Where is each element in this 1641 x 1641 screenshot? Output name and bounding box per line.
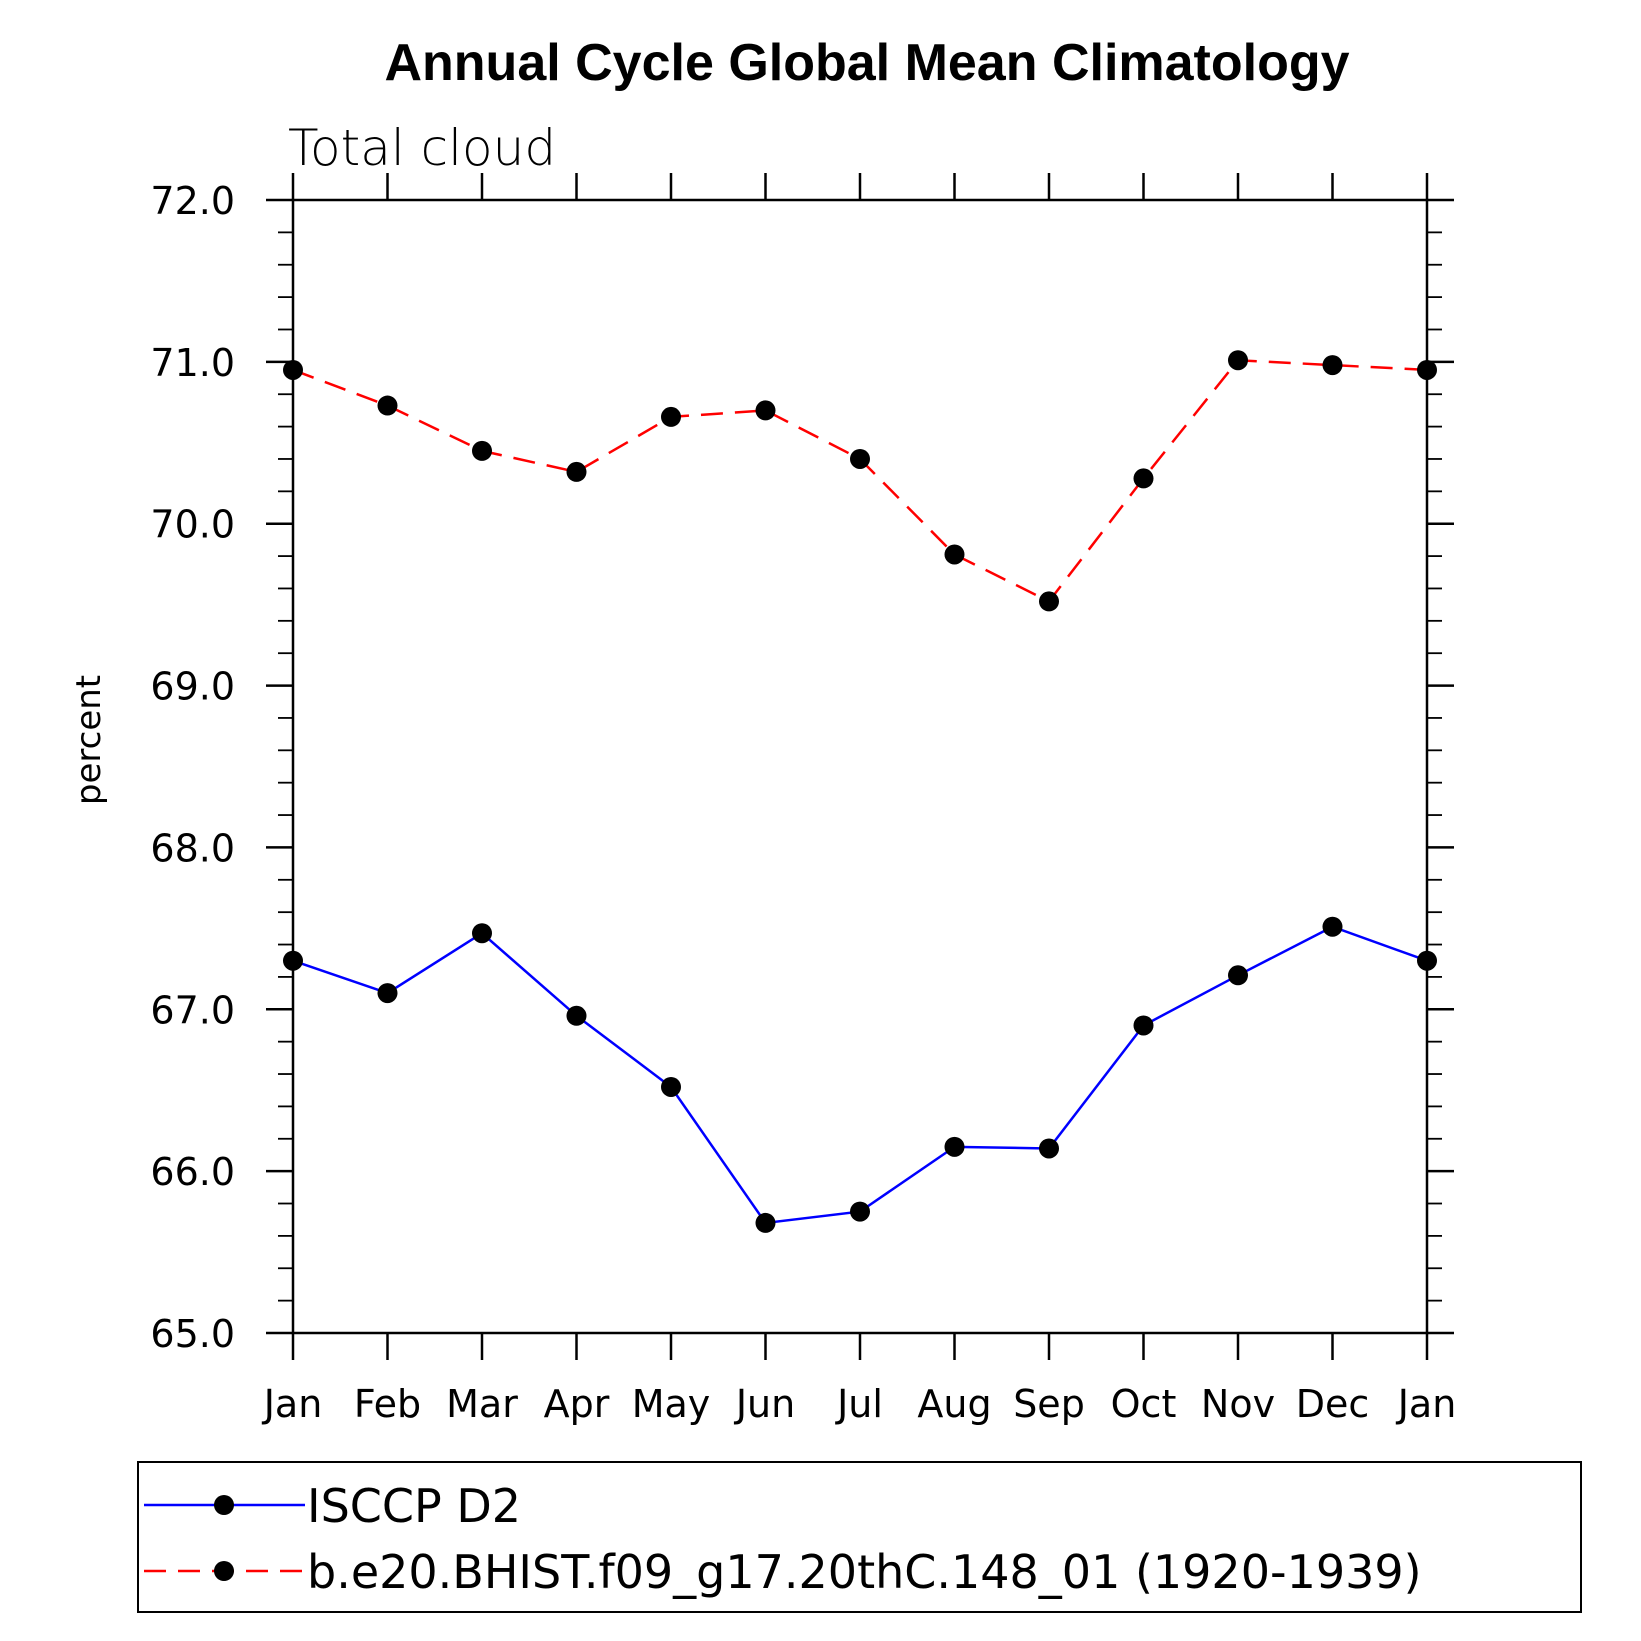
data-point [1133, 468, 1154, 489]
x-tick-label: Apr [544, 1382, 610, 1426]
y-tick-label: 67.0 [150, 988, 235, 1032]
data-point [283, 950, 303, 971]
x-tick-label: Jul [835, 1382, 883, 1426]
chart-subtitle: Total cloud [288, 119, 556, 177]
x-tick-label: Jan [262, 1382, 323, 1426]
data-point [1228, 965, 1248, 986]
x-tick-label: Jan [1396, 1382, 1457, 1426]
legend: ISCCP D2 b.e20.BHIST.f09_g17.20thC.148_01… [137, 1461, 1582, 1613]
data-point [283, 359, 303, 380]
data-point [472, 923, 492, 944]
y-tick-label: 71.0 [150, 341, 235, 385]
series-line [292, 358, 1428, 603]
y-tick-label: 70.0 [150, 503, 235, 547]
legend-label: b.e20.BHIST.f09_g17.20thC.148_01 (1920-1… [307, 1545, 1422, 1599]
x-tick-label: Mar [446, 1382, 518, 1426]
x-tick-label: Jun [734, 1382, 795, 1426]
legend-box [137, 1461, 1582, 1613]
y-tick-label: 65.0 [150, 1312, 235, 1356]
data-point [1417, 359, 1437, 380]
x-tick-label: May [632, 1382, 711, 1426]
y-tick-labels: 65.0 66.0 67.0 68.0 69.0 70.0 71.0 72.0 [150, 179, 235, 1356]
x-tick-label: Dec [1296, 1382, 1370, 1426]
y-tick-label: 72.0 [150, 179, 235, 223]
data-point [566, 1005, 587, 1026]
y-tick-label: 68.0 [150, 826, 235, 870]
data-point [755, 1212, 776, 1233]
data-point [1039, 1138, 1059, 1159]
x-tick-label: Sep [1013, 1382, 1085, 1426]
data-point [472, 440, 492, 461]
chart-title: Annual Cycle Global Mean Climatology [384, 34, 1349, 92]
data-point [944, 544, 965, 565]
x-tick-label: Aug [917, 1382, 991, 1426]
data-point [661, 406, 681, 427]
data-point [1228, 350, 1248, 371]
series-layer [283, 350, 1437, 1233]
data-point [566, 461, 587, 482]
data-point [755, 400, 776, 421]
data-point [661, 1076, 681, 1097]
data-point [1417, 950, 1437, 971]
y-axis-label: percent [69, 675, 109, 805]
y-tick-label: 69.0 [150, 665, 235, 709]
x-tick-label: Nov [1201, 1382, 1275, 1426]
series-line [292, 925, 1428, 1225]
data-point [1322, 916, 1343, 937]
plot-frame [291, 198, 1429, 1335]
data-point [850, 1201, 870, 1222]
plot-axes [266, 173, 1454, 1360]
data-point [1322, 355, 1343, 376]
y-tick-label: 66.0 [150, 1150, 235, 1194]
legend-label: ISCCP D2 [307, 1479, 521, 1533]
data-point [377, 983, 398, 1004]
data-point [1133, 1015, 1154, 1036]
legend-marker [214, 1561, 234, 1581]
data-point [850, 448, 870, 469]
data-point [377, 395, 398, 416]
data-point [944, 1136, 965, 1157]
x-tick-label: Feb [354, 1382, 421, 1426]
legend-marker [214, 1495, 234, 1515]
series-2 [283, 350, 1437, 612]
x-tick-label: Oct [1111, 1382, 1177, 1426]
data-point [1039, 591, 1059, 612]
x-tick-labels: Jan Feb Mar Apr May Jun Jul Aug Sep Oct Nov Dec Jan [262, 1382, 1457, 1426]
series-1 [283, 916, 1437, 1233]
